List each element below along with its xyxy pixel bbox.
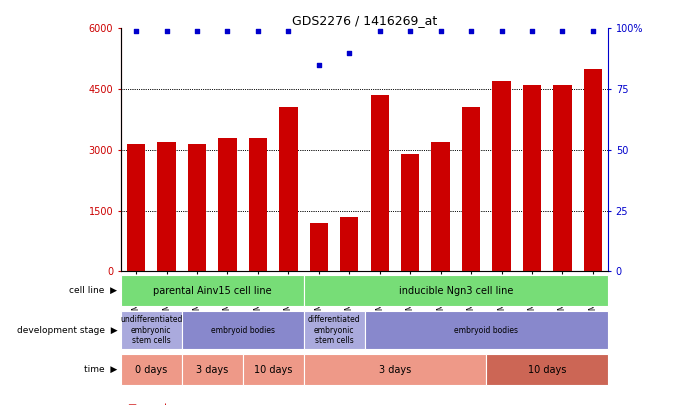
Bar — [218, 138, 236, 271]
Text: 10 days: 10 days — [254, 364, 292, 375]
Text: time  ▶: time ▶ — [84, 365, 117, 374]
Point — [496, 28, 507, 34]
Text: 0 days: 0 days — [135, 364, 167, 375]
Bar — [493, 81, 511, 271]
Text: ■ count: ■ count — [128, 403, 168, 405]
FancyBboxPatch shape — [243, 354, 303, 386]
Text: embryoid bodies: embryoid bodies — [454, 326, 518, 335]
Point — [375, 28, 386, 34]
Bar — [158, 142, 176, 271]
FancyBboxPatch shape — [121, 275, 303, 307]
Point — [343, 49, 354, 56]
Point — [587, 28, 598, 34]
Point — [283, 28, 294, 34]
Text: inducible Ngn3 cell line: inducible Ngn3 cell line — [399, 286, 513, 296]
FancyBboxPatch shape — [365, 311, 608, 349]
Point — [131, 28, 142, 34]
Text: parental Ainv15 cell line: parental Ainv15 cell line — [153, 286, 272, 296]
Point — [161, 28, 172, 34]
Text: 3 days: 3 days — [196, 364, 229, 375]
Bar — [310, 223, 328, 271]
Bar — [523, 85, 541, 271]
Title: GDS2276 / 1416269_at: GDS2276 / 1416269_at — [292, 14, 437, 27]
Bar — [127, 144, 145, 271]
Text: undifferentiated
embryonic
stem cells: undifferentiated embryonic stem cells — [120, 315, 182, 345]
FancyBboxPatch shape — [303, 354, 486, 386]
Bar — [249, 138, 267, 271]
Point — [191, 28, 202, 34]
Point — [252, 28, 263, 34]
Point — [405, 28, 416, 34]
Text: embryoid bodies: embryoid bodies — [211, 326, 275, 335]
Bar — [431, 142, 450, 271]
FancyBboxPatch shape — [121, 354, 182, 386]
FancyBboxPatch shape — [182, 354, 243, 386]
Point — [313, 62, 324, 68]
Bar — [370, 95, 389, 271]
Text: differentiated
embryonic
stem cells: differentiated embryonic stem cells — [307, 315, 361, 345]
Bar — [584, 69, 602, 271]
FancyBboxPatch shape — [486, 354, 608, 386]
FancyBboxPatch shape — [121, 311, 182, 349]
Point — [557, 28, 568, 34]
Bar — [462, 107, 480, 271]
Bar — [121, 28, 608, 271]
FancyBboxPatch shape — [303, 311, 365, 349]
Text: development stage  ▶: development stage ▶ — [17, 326, 117, 335]
Bar — [279, 107, 298, 271]
Bar — [188, 144, 206, 271]
Text: cell line  ▶: cell line ▶ — [70, 286, 117, 295]
FancyBboxPatch shape — [303, 275, 608, 307]
Bar — [401, 154, 419, 271]
Point — [466, 28, 477, 34]
Text: 10 days: 10 days — [528, 364, 567, 375]
Point — [435, 28, 446, 34]
Point — [222, 28, 233, 34]
Bar — [340, 217, 359, 271]
Point — [527, 28, 538, 34]
Text: 3 days: 3 days — [379, 364, 411, 375]
Bar — [553, 85, 571, 271]
FancyBboxPatch shape — [182, 311, 303, 349]
